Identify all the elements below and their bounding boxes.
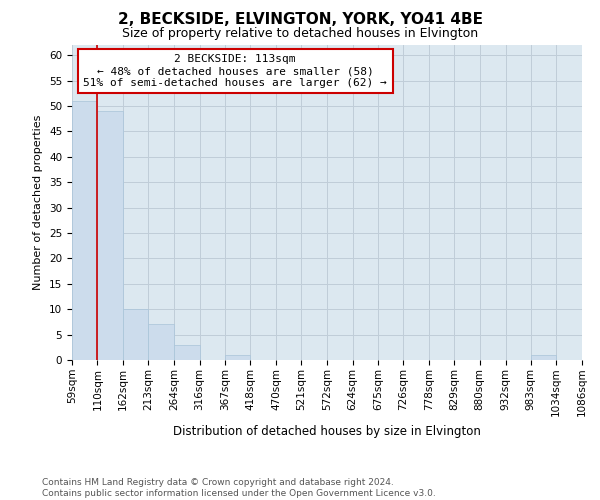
Text: Size of property relative to detached houses in Elvington: Size of property relative to detached ho… <box>122 28 478 40</box>
Bar <box>72 101 97 360</box>
Bar <box>174 345 200 360</box>
Text: 2 BECKSIDE: 113sqm
← 48% of detached houses are smaller (58)
51% of semi-detache: 2 BECKSIDE: 113sqm ← 48% of detached hou… <box>83 54 387 88</box>
Text: Contains HM Land Registry data © Crown copyright and database right 2024.
Contai: Contains HM Land Registry data © Crown c… <box>42 478 436 498</box>
X-axis label: Distribution of detached houses by size in Elvington: Distribution of detached houses by size … <box>173 424 481 438</box>
Bar <box>97 111 123 360</box>
Bar <box>123 309 148 360</box>
Bar <box>148 324 174 360</box>
Bar <box>225 355 250 360</box>
Text: 2, BECKSIDE, ELVINGTON, YORK, YO41 4BE: 2, BECKSIDE, ELVINGTON, YORK, YO41 4BE <box>118 12 482 28</box>
Y-axis label: Number of detached properties: Number of detached properties <box>34 115 43 290</box>
Bar <box>531 355 556 360</box>
